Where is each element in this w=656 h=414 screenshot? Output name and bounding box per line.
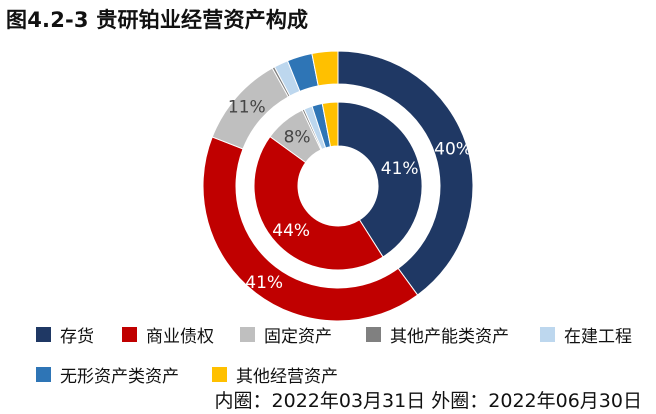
inner-slice-2	[253, 135, 384, 271]
legend-swatch	[122, 327, 137, 342]
legend: 存货 商业债权 固定资产 其他产能类资产 在建工程无形资产类资产 其他经营资产	[0, 318, 656, 388]
legend-swatch	[36, 367, 51, 382]
legend-item: 无形资产类资产	[36, 362, 179, 387]
legend-label: 固定资产	[264, 327, 332, 347]
legend-swatch	[36, 327, 51, 342]
outer-label-1: 40%	[434, 139, 472, 159]
outer-slice-7	[311, 50, 339, 87]
inner-label-2: 44%	[272, 221, 310, 241]
inner-label-3: 8%	[284, 128, 311, 148]
inner-slice-7	[321, 101, 339, 148]
legend-item: 商业债权	[122, 322, 214, 347]
inner-ring	[253, 101, 423, 271]
legend-label: 在建工程	[564, 327, 632, 347]
outer-ring	[202, 50, 474, 322]
legend-swatch	[240, 327, 255, 342]
outer-label-2: 41%	[245, 273, 283, 293]
inner-label-1: 41%	[381, 159, 419, 179]
slice-labels: 40% 41% 11% 41% 44% 8%	[228, 97, 472, 292]
legend-item: 存货	[36, 322, 94, 347]
outer-slice-1	[337, 50, 474, 296]
footer-note: 内圈：2022年03月31日 外圈：2022年06月30日	[214, 390, 642, 412]
legend-item: 其他产能类资产	[366, 322, 509, 347]
legend-label: 其他经营资产	[236, 367, 338, 387]
legend-swatch	[212, 367, 227, 382]
legend-swatch	[366, 327, 381, 342]
outer-label-3: 11%	[228, 97, 266, 117]
inner-slice-1	[337, 101, 423, 258]
legend-item: 其他经营资产	[212, 362, 338, 387]
legend-item: 固定资产	[240, 322, 332, 347]
chart-title: 图4.2-3 贵研铂业经营资产构成	[6, 8, 309, 32]
legend-swatch	[540, 327, 555, 342]
legend-label: 无形资产类资产	[60, 367, 179, 387]
legend-label: 存货	[60, 327, 94, 347]
legend-item: 在建工程	[540, 322, 632, 347]
legend-label: 商业债权	[146, 327, 214, 347]
legend-label: 其他产能类资产	[390, 327, 509, 347]
